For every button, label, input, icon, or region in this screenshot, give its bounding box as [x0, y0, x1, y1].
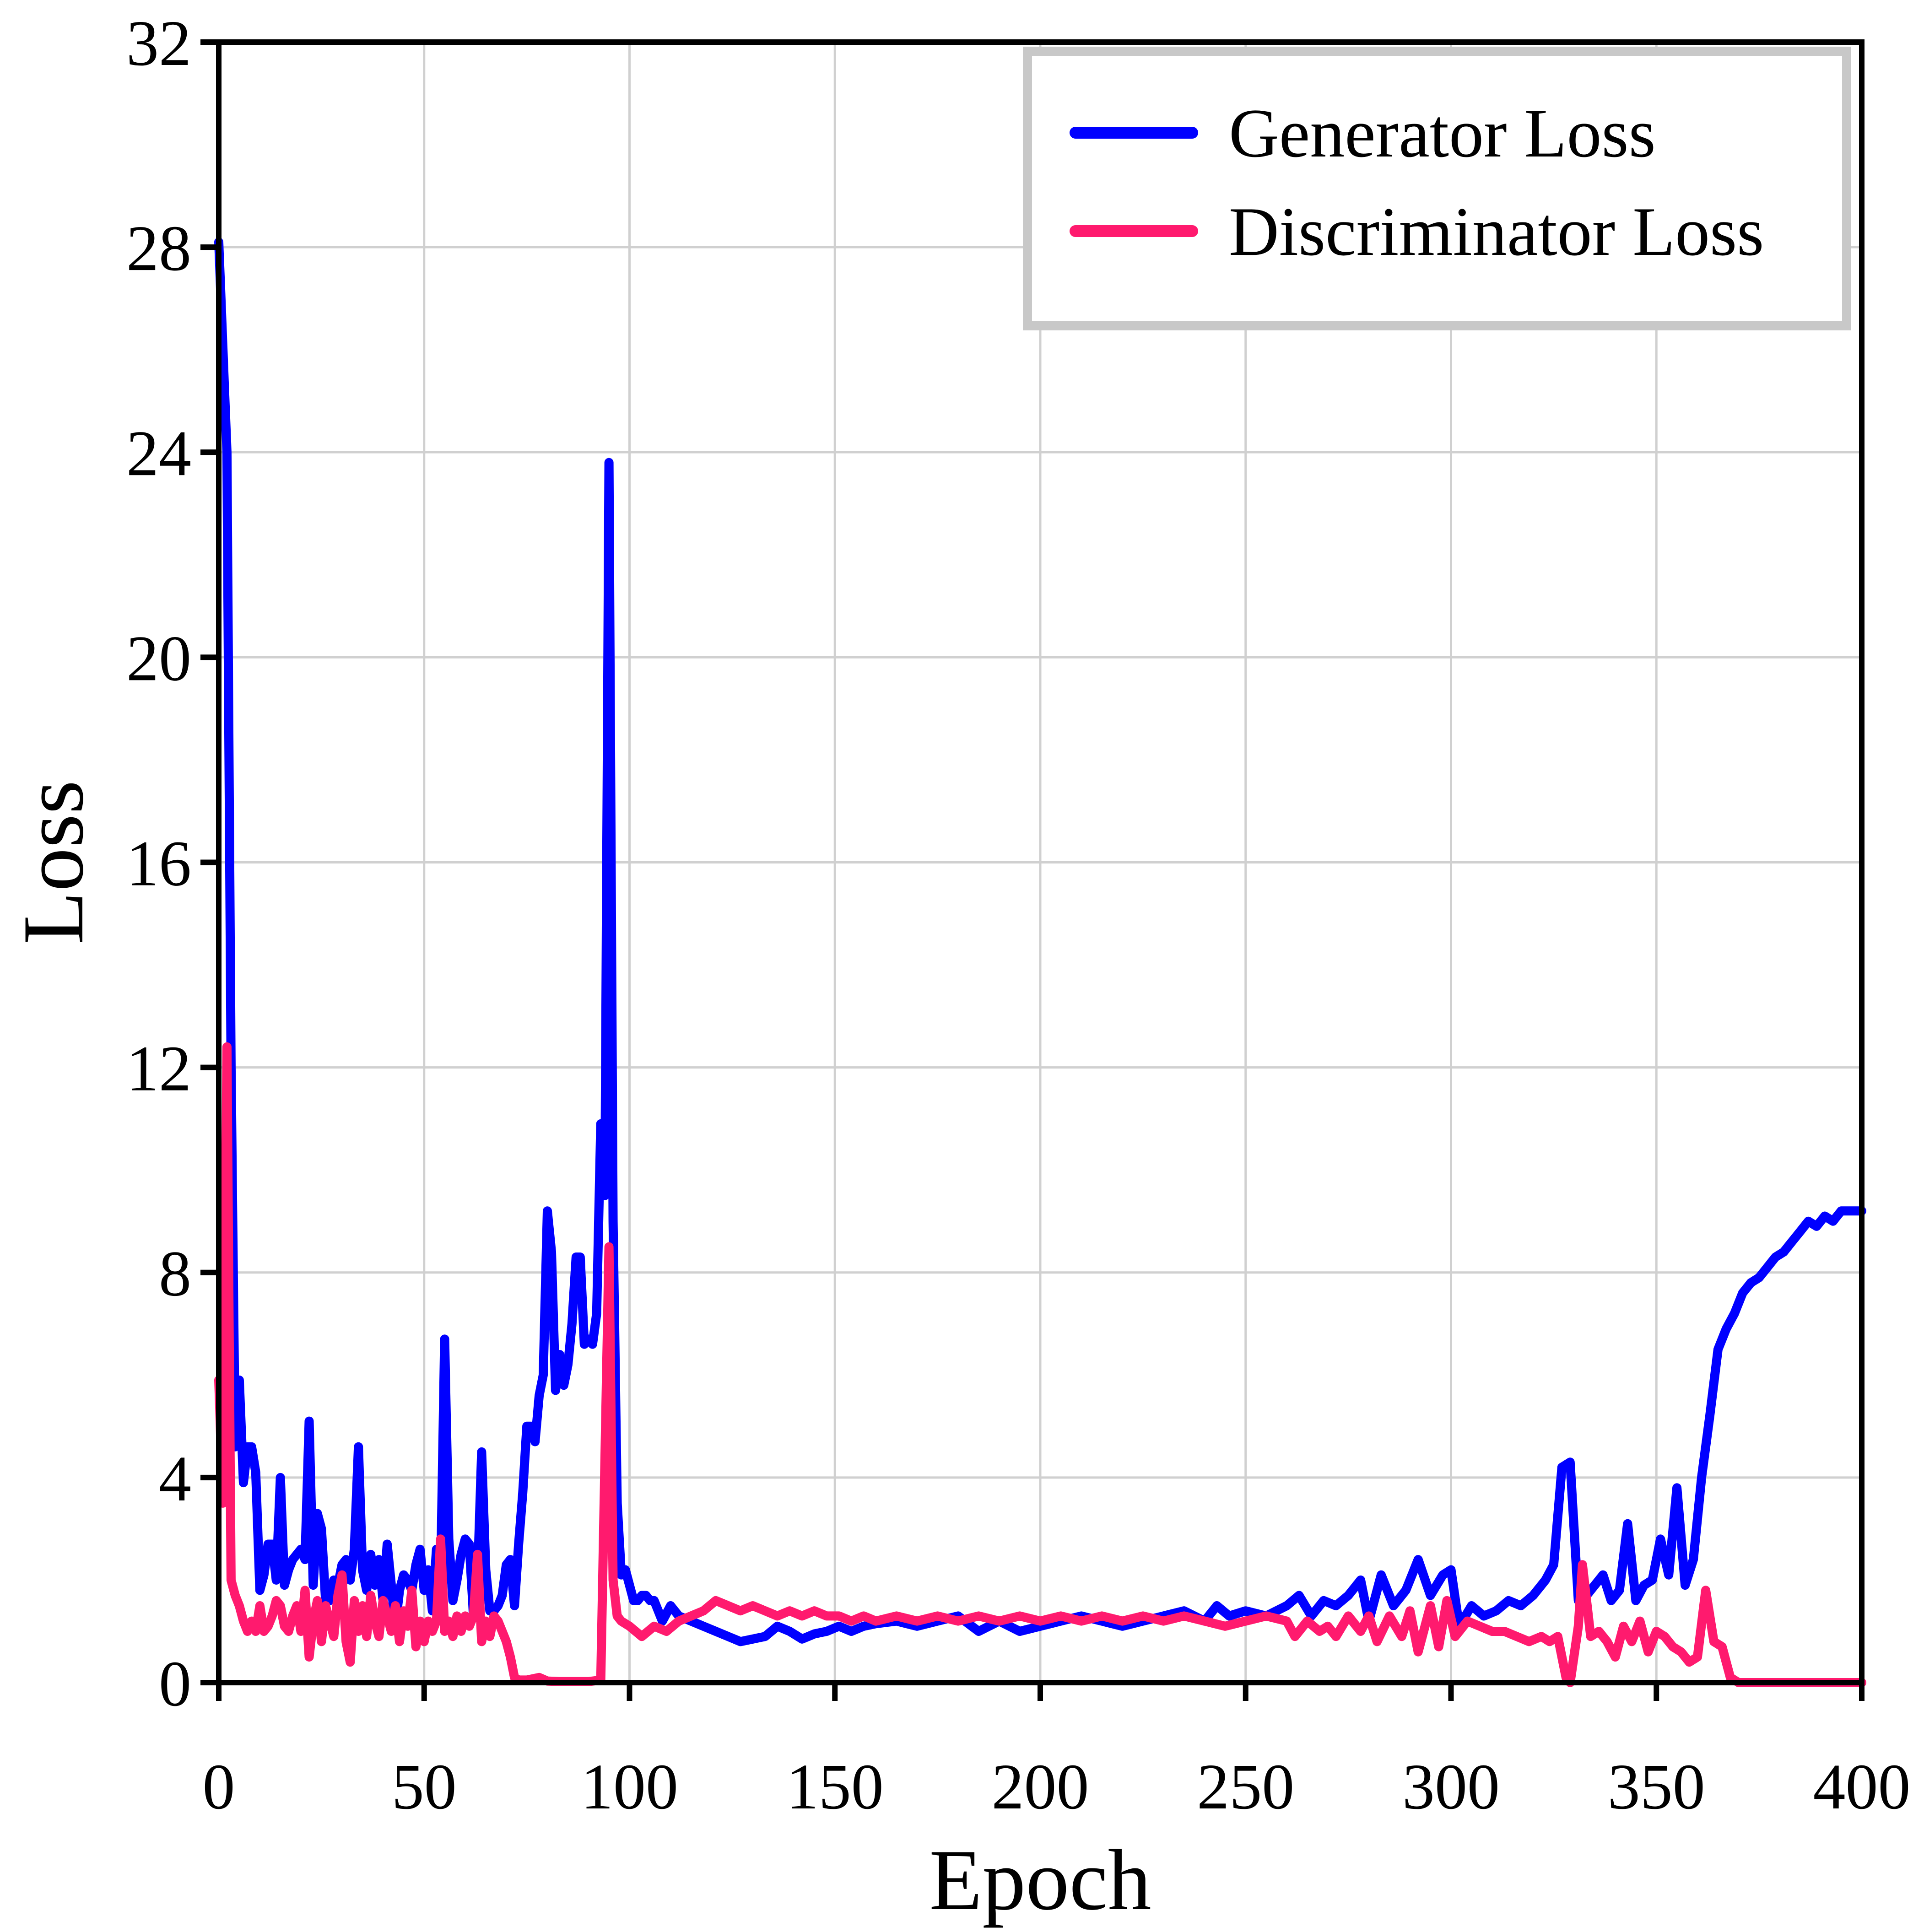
y-tick-label-0: 0 — [159, 1647, 191, 1720]
axis-ticks: 0 50 100 150 200 250 300 350 400 0 4 8 12 16 20 24 28 32 — [126, 7, 1911, 1823]
y-tick-label-16: 16 — [126, 827, 191, 900]
x-tick-label-150: 150 — [786, 1750, 884, 1823]
series-lines — [214, 237, 1866, 1687]
y-tick-label-8: 8 — [159, 1237, 191, 1310]
x-tick-label-400: 400 — [1813, 1750, 1911, 1823]
x-tick-label-350: 350 — [1608, 1750, 1705, 1823]
legend: Generator Loss Discriminator Loss — [1023, 47, 1851, 330]
y-axis-title: Loss — [5, 780, 102, 944]
legend-label-discriminator-loss: Discriminator Loss — [1229, 193, 1764, 270]
legend-label-generator-loss: Generator Loss — [1229, 95, 1656, 172]
legend-box — [1023, 47, 1851, 330]
discriminator-loss-line — [214, 1042, 1866, 1687]
x-tick-label-100: 100 — [581, 1750, 678, 1823]
y-tick-label-28: 28 — [126, 212, 191, 284]
y-tick-label-20: 20 — [126, 622, 191, 694]
x-tick-label-200: 200 — [992, 1750, 1089, 1823]
y-tick-label-4: 4 — [159, 1442, 191, 1515]
y-tick-label-24: 24 — [126, 417, 191, 489]
y-tick-label-12: 12 — [126, 1032, 191, 1105]
x-tick-label-300: 300 — [1402, 1750, 1500, 1823]
x-axis-title: Epoch — [929, 1832, 1151, 1928]
y-tick-label-32: 32 — [126, 7, 191, 79]
x-tick-label-0: 0 — [203, 1750, 235, 1823]
generator-loss-line — [214, 237, 1866, 1646]
x-tick-label-50: 50 — [392, 1750, 457, 1823]
x-tick-label-250: 250 — [1197, 1750, 1294, 1823]
